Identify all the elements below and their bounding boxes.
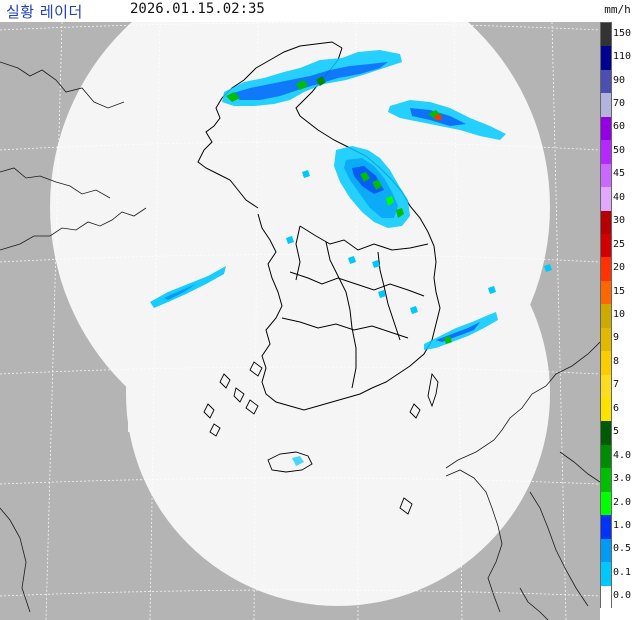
legend-label: 10 — [613, 309, 626, 320]
legend-label: 70 — [613, 98, 626, 110]
legend-swatch — [601, 327, 611, 352]
legend-swatch — [601, 398, 611, 422]
legend-color-bar — [600, 22, 612, 610]
legend-swatch — [601, 351, 611, 376]
legend-swatch — [601, 280, 611, 305]
legend-swatch — [601, 515, 611, 540]
legend-swatch — [601, 233, 611, 258]
legend-label: 0.5 — [613, 543, 632, 555]
radar-map[interactable] — [0, 22, 600, 620]
legend-label: 1.0 — [613, 519, 632, 531]
legend-label: 5 — [613, 426, 620, 438]
legend-label: 0.0 — [613, 590, 632, 602]
legend-label: 150 — [613, 27, 632, 39]
legend-swatch — [601, 140, 611, 165]
legend-swatch — [601, 468, 611, 493]
legend-label: 60 — [613, 121, 626, 133]
legend-label: 45 — [613, 168, 626, 180]
legend-swatch — [601, 69, 611, 94]
legend-label: 9 — [613, 332, 620, 344]
legend-swatch — [601, 116, 611, 141]
observation-timestamp: 2026.01.15.02:35 — [130, 1, 265, 17]
precipitation-legend: 150 110 90 70 60 50 45 40 30 25 20 15 10 9 8 7 6 5 4.0 3.0 2… — [600, 22, 635, 610]
legend-swatch — [601, 23, 611, 47]
legend-swatch — [601, 257, 611, 282]
legend-swatch — [601, 304, 611, 329]
legend-swatch — [601, 93, 611, 118]
legend-label: 0.1 — [613, 566, 632, 578]
legend-swatch — [601, 46, 611, 71]
legend-label: 7 — [613, 379, 620, 391]
legend-swatch — [601, 491, 611, 516]
legend-label: 3.0 — [613, 473, 632, 485]
legend-label: 25 — [613, 238, 626, 250]
legend-label: 15 — [613, 285, 626, 297]
legend-label: 6 — [613, 402, 620, 414]
legend-swatch — [601, 421, 611, 446]
legend-swatch — [601, 163, 611, 188]
precipitation-echoes — [150, 50, 552, 466]
unit-label: mm/h — [604, 3, 631, 16]
legend-label: 2.0 — [613, 496, 632, 508]
legend-label: 30 — [613, 215, 626, 227]
legend-swatch — [601, 444, 611, 469]
page-title: 실황 레이더 — [6, 3, 83, 21]
legend-label: 8 — [613, 355, 620, 367]
legend-swatch — [601, 538, 611, 563]
radar-coverage-area — [50, 22, 550, 606]
legend-label: 90 — [613, 74, 626, 86]
header: 실황 레이더 2026.01.15.02:35 — [0, 0, 600, 22]
legend-swatch — [601, 562, 611, 587]
legend-label: 40 — [613, 191, 626, 203]
legend-swatch — [601, 187, 611, 212]
legend-swatch — [601, 210, 611, 235]
jeju-island — [267, 451, 313, 473]
legend-label: 4.0 — [613, 449, 632, 461]
legend-label: 50 — [613, 144, 626, 156]
islands — [203, 361, 439, 515]
legend-label: 110 — [613, 51, 632, 63]
legend-swatch — [601, 585, 611, 610]
legend-swatch — [601, 374, 611, 399]
legend-label: 20 — [613, 262, 626, 274]
neighbour-coastlines — [0, 61, 600, 620]
grid-lines — [0, 22, 600, 620]
